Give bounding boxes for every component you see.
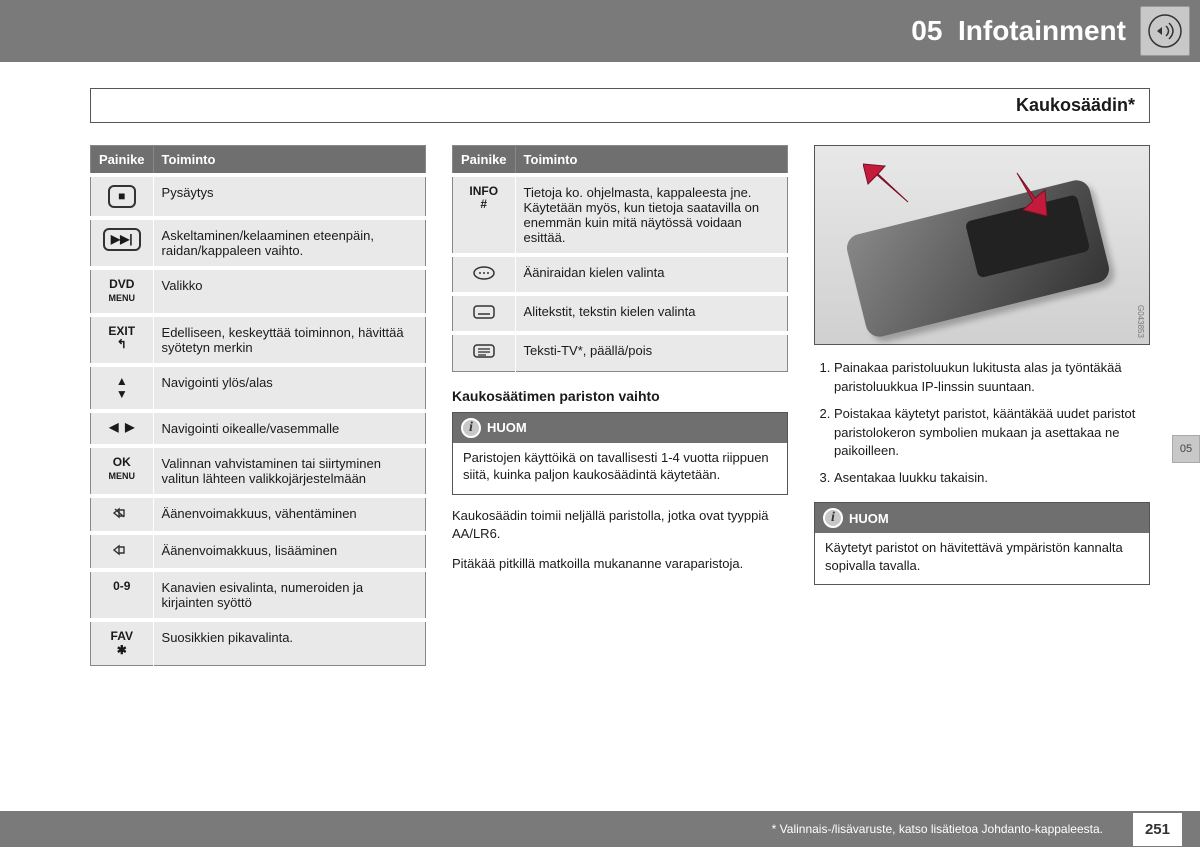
button-icon-cell bbox=[453, 294, 516, 333]
function-cell: Kanavien esivalinta, numeroiden ja kirja… bbox=[153, 570, 425, 620]
function-cell: Suosikkien pikavalinta. bbox=[153, 620, 425, 665]
table-row: Ääniraidan kielen valinta bbox=[453, 255, 788, 294]
column-3: G043853 Painakaa paristoluukun lukitusta… bbox=[814, 145, 1150, 787]
list-item: Painakaa paristoluukun lukitusta alas ja… bbox=[834, 359, 1150, 397]
th-button: Painike bbox=[91, 146, 154, 176]
note-label: HUOM bbox=[849, 511, 889, 526]
button-icon-cell bbox=[453, 333, 516, 371]
arrow-icon bbox=[863, 162, 923, 212]
function-cell: Navigointi ylös/alas bbox=[153, 365, 425, 411]
button-icon-cell: EXIT↰ bbox=[91, 315, 154, 365]
note-head: i HUOM bbox=[815, 503, 1149, 533]
button-icon-cell: DVDMENU bbox=[91, 268, 154, 314]
function-cell: Tietoja ko. ohjelmasta, kappaleesta jne.… bbox=[515, 175, 787, 255]
speaker-icon bbox=[1140, 6, 1190, 56]
note-box-1: i HUOM Paristojen käyttöikä on tavallise… bbox=[452, 412, 788, 495]
function-cell: Pysäytys bbox=[153, 175, 425, 218]
function-cell: Navigointi oikealle/vasemmalle bbox=[153, 411, 425, 446]
section-title: Kaukosäädin* bbox=[90, 88, 1150, 123]
footnote: * Valinnais-/lisävaruste, katso lisätiet… bbox=[772, 822, 1103, 836]
th-button: Painike bbox=[453, 146, 516, 176]
button-icon-cell: ▶▶| bbox=[91, 218, 154, 268]
function-cell: Teksti-TV*, päällä/pois bbox=[515, 333, 787, 371]
function-cell: Äänenvoimakkuus, vähentäminen bbox=[153, 496, 425, 533]
side-tab: 05 bbox=[1172, 435, 1200, 463]
function-cell: Alitekstit, tekstin kielen valinta bbox=[515, 294, 787, 333]
note-head: i HUOM bbox=[453, 413, 787, 443]
table-row: 0-9Kanavien esivalinta, numeroiden ja ki… bbox=[91, 570, 426, 620]
button-icon-cell: INFO# bbox=[453, 175, 516, 255]
function-cell: Valinnan vahvistaminen tai siirtyminen v… bbox=[153, 446, 425, 496]
column-1: Painike Toiminto ■Pysäytys▶▶|Askeltamine… bbox=[90, 145, 426, 787]
table-row: Äänenvoimakkuus, vähentäminen bbox=[91, 496, 426, 533]
button-icon-cell bbox=[453, 255, 516, 294]
function-cell: Edelliseen, keskeyttää toiminnon, hävitt… bbox=[153, 315, 425, 365]
function-cell: Äänenvoimakkuus, lisääminen bbox=[153, 533, 425, 570]
button-icon-cell bbox=[91, 533, 154, 570]
page-footer: * Valinnais-/lisävaruste, katso lisätiet… bbox=[0, 811, 1200, 847]
table-row: INFO#Tietoja ko. ohjelmasta, kappaleesta… bbox=[453, 175, 788, 255]
info-icon: i bbox=[461, 418, 481, 438]
button-icon-cell: 0-9 bbox=[91, 570, 154, 620]
content-columns: Painike Toiminto ■Pysäytys▶▶|Askeltamine… bbox=[90, 145, 1150, 787]
table-row: DVDMENUValikko bbox=[91, 268, 426, 314]
arrow-icon bbox=[1005, 168, 1060, 223]
button-icon-cell: ■ bbox=[91, 175, 154, 218]
paragraph: Kaukosäädin toimii neljällä paristolla, … bbox=[452, 507, 788, 543]
column-2: Painike Toiminto INFO#Tietoja ko. ohjelm… bbox=[452, 145, 788, 787]
table-row: EXIT↰Edelliseen, keskeyttää toiminnon, h… bbox=[91, 315, 426, 365]
info-icon: i bbox=[823, 508, 843, 528]
note-label: HUOM bbox=[487, 420, 527, 435]
button-icon-cell: OKMENU bbox=[91, 446, 154, 496]
list-item: Poistakaa käytetyt paristot, kääntäkää u… bbox=[834, 405, 1150, 462]
function-table-2: Painike Toiminto INFO#Tietoja ko. ohjelm… bbox=[452, 145, 788, 372]
function-cell: Askeltaminen/kelaaminen eteenpäin, raida… bbox=[153, 218, 425, 268]
paragraph: Pitäkää pitkillä matkoilla mukananne var… bbox=[452, 555, 788, 573]
th-function: Toiminto bbox=[153, 146, 425, 176]
function-table-1: Painike Toiminto ■Pysäytys▶▶|Askeltamine… bbox=[90, 145, 426, 666]
table-row: FAV✱Suosikkien pikavalinta. bbox=[91, 620, 426, 665]
steps-list: Painakaa paristoluukun lukitusta alas ja… bbox=[834, 359, 1150, 488]
note-body: Käytetyt paristot on hävitettävä ympäris… bbox=[815, 533, 1149, 584]
image-code: G043853 bbox=[1136, 305, 1145, 338]
function-cell: Valikko bbox=[153, 268, 425, 314]
button-icon-cell bbox=[91, 496, 154, 533]
table-row: Alitekstit, tekstin kielen valinta bbox=[453, 294, 788, 333]
table-row: ▲▼Navigointi ylös/alas bbox=[91, 365, 426, 411]
chapter-number: 05 Infotainment bbox=[911, 15, 1126, 47]
table-row: ◀ ▶Navigointi oikealle/vasemmalle bbox=[91, 411, 426, 446]
battery-subhead: Kaukosäätimen pariston vaihto bbox=[452, 388, 788, 404]
list-item: Asentakaa luukku takaisin. bbox=[834, 469, 1150, 488]
button-icon-cell: ▲▼ bbox=[91, 365, 154, 411]
th-function: Toiminto bbox=[515, 146, 787, 176]
note-body: Paristojen käyttöikä on tavallisesti 1-4… bbox=[453, 443, 787, 494]
table-row: ▶▶|Askeltaminen/kelaaminen eteenpäin, ra… bbox=[91, 218, 426, 268]
table-row: OKMENUValinnan vahvistaminen tai siirtym… bbox=[91, 446, 426, 496]
button-icon-cell: FAV✱ bbox=[91, 620, 154, 665]
chapter-header: 05 Infotainment bbox=[0, 0, 1200, 62]
table-row: ■Pysäytys bbox=[91, 175, 426, 218]
button-icon-cell: ◀ ▶ bbox=[91, 411, 154, 446]
table-row: Teksti-TV*, päällä/pois bbox=[453, 333, 788, 371]
table-row: Äänenvoimakkuus, lisääminen bbox=[91, 533, 426, 570]
function-cell: Ääniraidan kielen valinta bbox=[515, 255, 787, 294]
page-number: 251 bbox=[1133, 813, 1182, 846]
note-box-2: i HUOM Käytetyt paristot on hävitettävä … bbox=[814, 502, 1150, 585]
remote-image: G043853 bbox=[814, 145, 1150, 345]
